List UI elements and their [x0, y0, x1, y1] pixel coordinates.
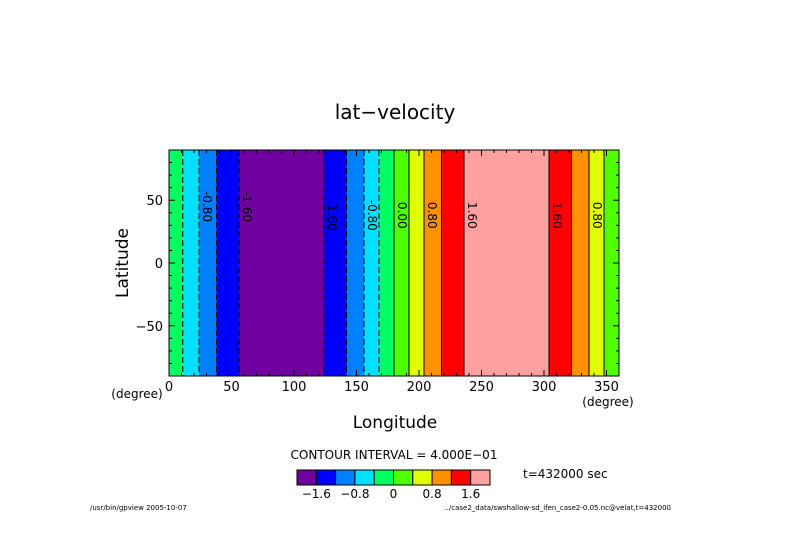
- field-bands: [169, 150, 619, 376]
- x-tick-label: 250: [469, 380, 494, 395]
- contour-lines: [182, 150, 605, 376]
- time-text: t=432000 sec: [523, 467, 608, 481]
- colorbar: [296, 469, 491, 486]
- footer-left: /usr/bin/gpview 2005-10-07: [90, 504, 187, 512]
- colorbar-tick-label: 1.6: [461, 487, 480, 501]
- field-band: [409, 150, 424, 376]
- colorbar-swatch: [373, 469, 395, 486]
- colorbar-swatch: [470, 469, 491, 486]
- y-axis-unit: (degree): [111, 387, 162, 401]
- colorbar-swatch: [450, 469, 472, 486]
- colorbar-tick-label: 0.8: [423, 487, 442, 501]
- contour-label: -0.80: [200, 191, 214, 222]
- contour-label: 0.80: [425, 202, 439, 229]
- field-band: [424, 150, 442, 376]
- x-tick-label: 300: [532, 380, 557, 395]
- x-axis-title: Longitude: [353, 413, 438, 433]
- field-band: [169, 150, 183, 376]
- colorbar-swatch: [315, 469, 337, 486]
- footer-right: ../case2_data/swshallow-sd_ifen_case2-0.…: [444, 504, 671, 512]
- x-tick-label: 350: [594, 380, 619, 395]
- colorbar-swatch: [335, 469, 356, 486]
- colorbar-swatch: [431, 469, 452, 486]
- x-axis-unit: (degree): [582, 395, 633, 409]
- contour-label: 1.60: [550, 202, 564, 229]
- field-band: [216, 150, 239, 376]
- field-band: [364, 150, 379, 376]
- field-band: [394, 150, 409, 376]
- contour-label: 0.80: [590, 202, 604, 229]
- x-tick-label: 100: [282, 380, 307, 395]
- y-tick-label: −50: [136, 320, 163, 335]
- contour-label: 0.00: [395, 202, 409, 229]
- colorbar-tick-label: −0.8: [340, 487, 369, 501]
- y-tick-label: 50: [146, 194, 163, 209]
- x-axis-ticks: 0 50 100 150 200 250 300 350: [165, 150, 619, 395]
- colorbar-ticks: −1.6 −0.8 0 0.8 1.6: [302, 487, 481, 501]
- field-band: [464, 150, 549, 376]
- x-tick-label: 50: [223, 380, 240, 395]
- field-band: [199, 150, 217, 376]
- contour-interval-text: CONTOUR INTERVAL = 4.000E−01: [291, 448, 498, 462]
- contour-label: -1.60: [240, 191, 254, 222]
- field-band: [182, 150, 199, 376]
- field-band: [549, 150, 572, 376]
- contour-label: -0.80: [365, 200, 379, 231]
- colorbar-tick-label: 0: [390, 487, 398, 501]
- colorbar-swatch: [354, 469, 375, 486]
- chart-title: lat−velocity: [335, 100, 456, 124]
- y-axis-title: Latitude: [113, 228, 133, 298]
- contour-labels: -0.80 -1.60 -1.60 -0.80 0.00 0.80 1.60 1.60 0.80: [200, 191, 604, 231]
- colorbar-swatch: [393, 469, 414, 486]
- x-tick-label: 150: [344, 380, 369, 395]
- field-band: [379, 150, 394, 376]
- field-band: [604, 150, 619, 376]
- x-tick-label: 200: [407, 380, 432, 395]
- y-tick-label: 0: [155, 257, 163, 272]
- field-band: [346, 150, 364, 376]
- field-band: [239, 150, 324, 376]
- contour-label: -1.60: [325, 200, 339, 231]
- colorbar-swatch: [412, 469, 433, 486]
- field-band: [571, 150, 589, 376]
- field-band: [324, 150, 347, 376]
- colorbar-swatch: [296, 469, 317, 486]
- field-band: [589, 150, 604, 376]
- colorbar-tick-label: −1.6: [302, 487, 331, 501]
- y-axis-ticks: 50 0 −50: [136, 162, 619, 364]
- contour-label: 1.60: [465, 202, 479, 229]
- field-band: [441, 150, 464, 376]
- x-tick-label: 0: [165, 380, 173, 395]
